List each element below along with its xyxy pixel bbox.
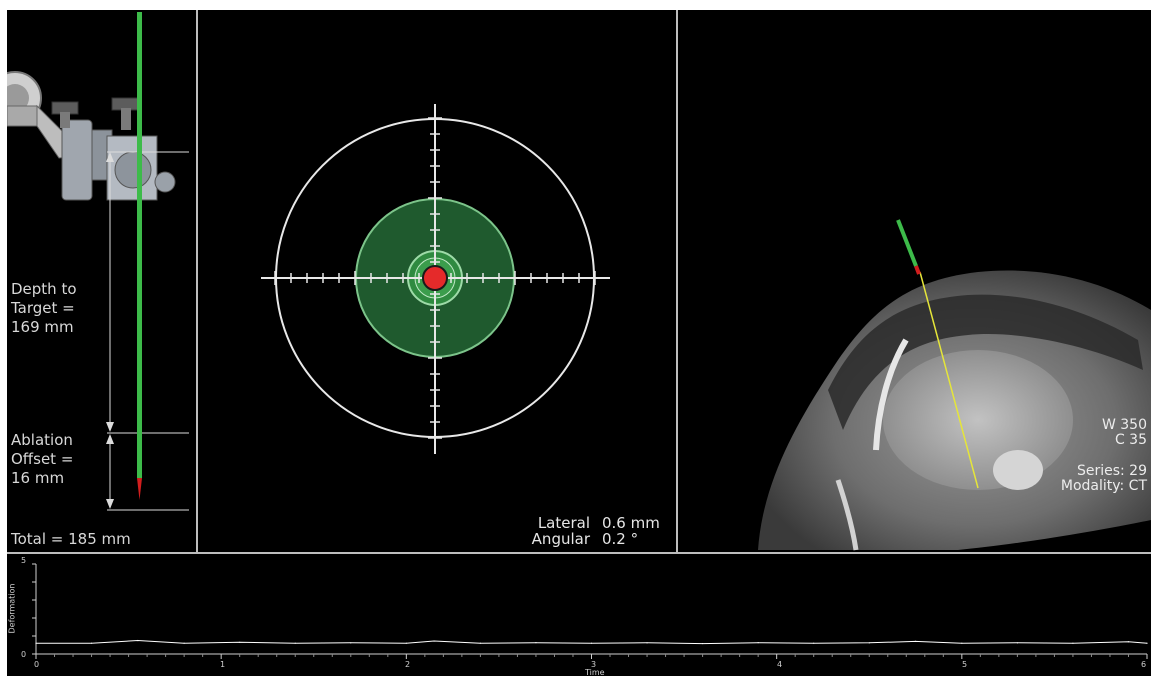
needle-guide-graphic	[7, 12, 189, 511]
x-tick-2: 2	[405, 660, 411, 669]
needle-shaft	[137, 12, 142, 478]
deformation-point	[479, 642, 481, 644]
deformation-point	[1072, 642, 1074, 644]
deformation-point	[183, 642, 185, 644]
ct-rib-2	[835, 479, 859, 551]
needle-guide-device	[7, 71, 176, 201]
modality: Modality: CT	[1060, 478, 1147, 494]
lateral-label: Lateral	[537, 514, 590, 532]
x-tick-4: 4	[777, 660, 783, 669]
x-tick-6: 6	[1141, 660, 1147, 669]
x-tick-5: 5	[962, 660, 968, 669]
total-length-label: Total = 185 mm	[11, 530, 131, 548]
deformation-point	[757, 642, 759, 644]
panel-divider-left	[196, 10, 198, 553]
ct-vessel	[993, 450, 1043, 490]
navigation-screen: Depth to Target = 169 mm Ablation Offset…	[7, 10, 1151, 676]
alignment-readout: Lateral 0.6 mm Angular 0.2 °	[518, 515, 660, 547]
deformation-chart: Deformation Time 5 0 0 1 2 3 4 5 6	[7, 554, 1151, 676]
deformation-point	[590, 642, 593, 644]
deformation-point	[294, 642, 296, 644]
deformation-point	[239, 641, 241, 643]
x-tick-0: 0	[34, 660, 40, 669]
deformation-plot	[32, 563, 1148, 659]
window-center: C 35	[1114, 432, 1147, 448]
deformation-point	[1016, 642, 1018, 644]
ct-needle-tip	[914, 265, 921, 275]
deformation-point	[868, 642, 870, 644]
x-axis-label: Time	[585, 668, 605, 676]
deformation-point	[1127, 641, 1130, 643]
needle-trajectory-line	[919, 271, 979, 489]
ablation-offset-label: Ablation Offset = 16 mm	[11, 431, 74, 487]
lateral-value: 0.6 mm	[602, 514, 660, 532]
series-number: Series: 29	[1076, 463, 1147, 479]
ct-info-overlay: W 350 C 35 Series: 29 Modality: CT	[1061, 418, 1147, 494]
panel-divider-right	[676, 10, 678, 553]
deformation-point	[646, 642, 648, 644]
deformation-point	[535, 642, 537, 644]
ct-fat-layer	[828, 294, 1143, 430]
ct-organ	[883, 350, 1073, 490]
chart-divider	[7, 552, 1151, 554]
deformation-point	[1146, 642, 1148, 644]
deformation-point	[914, 640, 917, 642]
depth-to-target-label: Depth to Target = 169 mm	[11, 280, 77, 336]
alignment-panel: Lateral 0.6 mm Angular 0.2 °	[198, 10, 676, 552]
target-marker	[422, 265, 448, 291]
deformation-point	[813, 642, 815, 644]
deformation-point	[35, 642, 37, 644]
deformation-point	[961, 642, 963, 644]
y-tick-0: 0	[21, 650, 27, 659]
deformation-point	[350, 642, 352, 644]
y-axis-label: Deformation	[7, 583, 17, 634]
needle-tip	[137, 478, 142, 500]
ct-slice-image	[758, 219, 1151, 551]
crosshair-ticks	[274, 117, 596, 439]
angular-value: 0.2 °	[602, 530, 639, 548]
angular-label: Angular	[531, 530, 590, 548]
deformation-point	[90, 642, 93, 644]
needle-guide-panel: Depth to Target = 169 mm Ablation Offset…	[7, 10, 196, 552]
bullseye-target-view	[261, 104, 610, 454]
x-tick-1: 1	[220, 660, 226, 669]
ct-needle-shaft	[896, 219, 918, 267]
deformation-point	[702, 642, 704, 645]
ct-rib	[873, 338, 909, 451]
deformation-point	[433, 640, 435, 642]
deformation-point	[137, 639, 139, 642]
window-width: W 350	[1101, 417, 1147, 433]
x-tick-3: 3	[591, 660, 597, 669]
ct-image-panel: W 350 C 35 Series: 29 Modality: CT	[678, 10, 1151, 552]
y-tick-5: 5	[21, 556, 27, 565]
deformation-point	[405, 642, 407, 644]
